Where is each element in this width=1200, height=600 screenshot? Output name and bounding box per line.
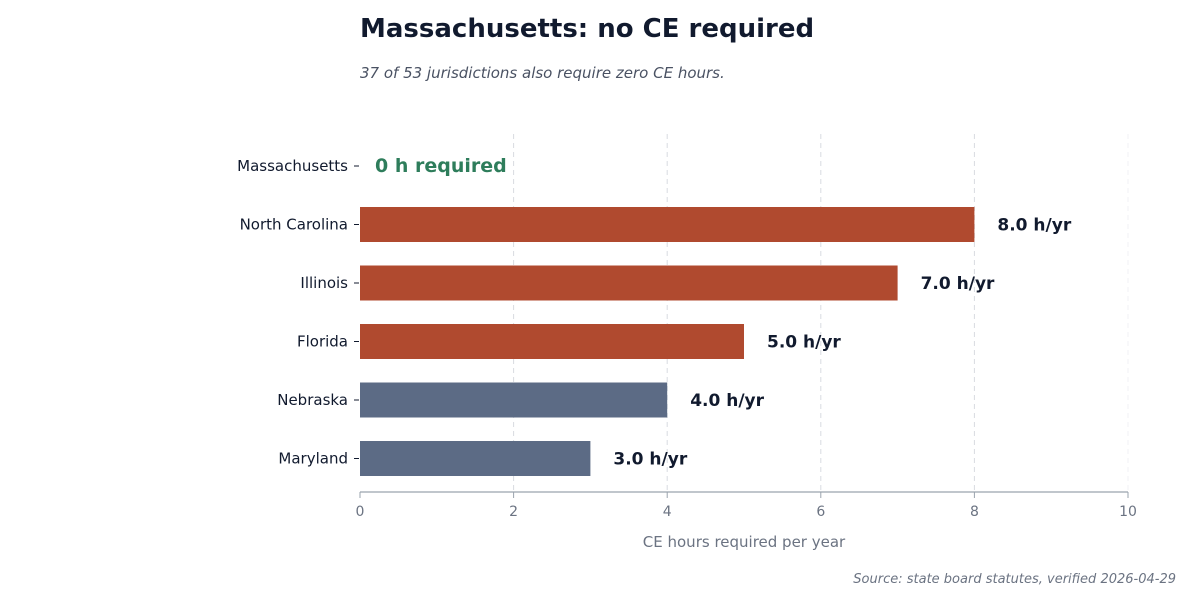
- bar: [360, 382, 668, 418]
- category-label: North Carolina: [240, 216, 348, 234]
- x-tick-label: 2: [509, 504, 518, 520]
- value-label: 5.0 h/yr: [767, 333, 841, 353]
- x-tick-label: 0: [356, 504, 365, 520]
- zero-value-label: 0 h required: [375, 155, 507, 177]
- value-label: 4.0 h/yr: [690, 391, 764, 411]
- category-label: Nebraska: [277, 391, 348, 409]
- value-label: 7.0 h/yr: [921, 274, 995, 294]
- x-tick-label: 4: [663, 504, 672, 520]
- x-tick-label: 10: [1119, 504, 1137, 520]
- category-label: Massachusetts: [237, 157, 348, 175]
- value-labels: 0 h required 8.0 h/yr 7.0 h/yr 5.0 h/yr 4.0 …: [375, 155, 1072, 470]
- bar: [360, 265, 898, 301]
- category-label: Illinois: [300, 274, 348, 292]
- x-tick-label: 6: [816, 504, 825, 520]
- grid-lines: [513, 134, 1129, 492]
- chart-subtitle: 37 of 53 jurisdictions also require zero…: [360, 64, 725, 82]
- category-labels: Massachusetts North Carolina Illinois Flori…: [237, 157, 359, 468]
- chart-title: Massachusetts: no CE required: [360, 14, 815, 44]
- bars: [360, 207, 975, 476]
- x-axis: 0 2 4 6 8 10: [356, 491, 1137, 520]
- value-label: 3.0 h/yr: [613, 450, 687, 470]
- value-label: 8.0 h/yr: [997, 216, 1071, 236]
- category-label: Florida: [297, 333, 348, 351]
- bar: [360, 441, 591, 476]
- category-label: Maryland: [278, 450, 348, 468]
- x-tick-label: 8: [970, 504, 979, 520]
- bar: [360, 324, 744, 359]
- x-axis-title: CE hours required per year: [643, 533, 846, 551]
- bar: [360, 207, 975, 242]
- chart-source: Source: state board statutes, verified 2…: [853, 572, 1176, 587]
